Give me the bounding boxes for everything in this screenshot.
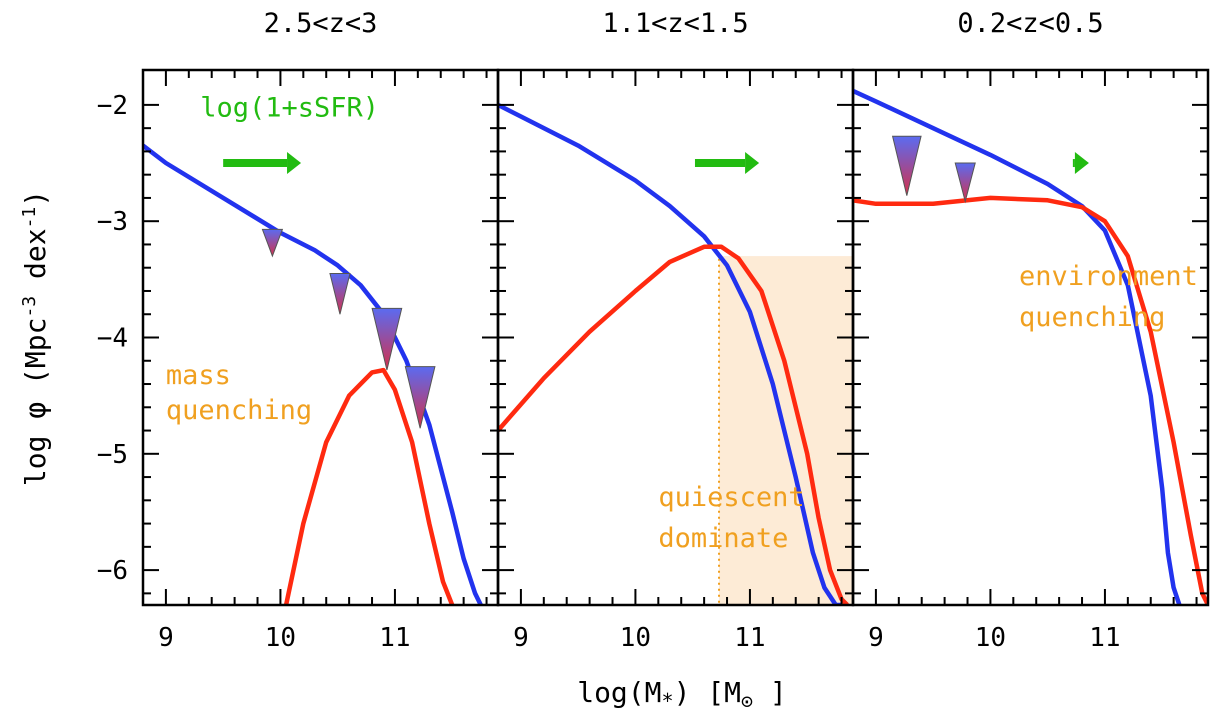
annotation-3: quenching — [166, 395, 312, 426]
x-label-part-4: ⊙ — [741, 689, 753, 713]
panel-frame — [141, 68, 500, 607]
panel-1: log(1+sSFR) mass quenching 9 10 11 2.5<z<3 −2 −3… — [97, 8, 500, 653]
series-line-quiescent — [283, 367, 455, 605]
x-tick-label: 10 — [265, 623, 296, 653]
y-label-part-3: dex — [19, 228, 52, 295]
panel-2: quiescent dominate 9 10 11 1.1<z<1.5 — [496, 8, 855, 653]
annotation-1: log(1+sSFR) — [200, 93, 379, 124]
x-tick-label: 10 — [620, 623, 651, 653]
series-line-total — [498, 102, 842, 605]
series-line-total — [143, 143, 483, 605]
y-label-part-1: log φ (Mpc — [19, 318, 52, 487]
x-tick-label: 11 — [734, 623, 765, 653]
x-tick-label: 10 — [975, 623, 1006, 653]
y-tick-label: −2 — [97, 91, 128, 121]
panel-title: 0.2<z<0.5 — [957, 8, 1103, 39]
x-tick-label: 11 — [1089, 623, 1120, 653]
x-tick-label: 9 — [513, 623, 529, 653]
y-axis-label: log φ (Mpc-3 dex-1) — [19, 190, 52, 486]
annotation-2: mass — [166, 360, 231, 391]
ssfr-shift-marker-1 — [891, 135, 922, 196]
panel-3: environment quenching 9 10 11 0.2<z<0.5 — [851, 8, 1210, 653]
x-label-part-2: * — [662, 689, 674, 713]
ssfr-shift-marker-1 — [261, 228, 284, 258]
ssfr-shift-marker-2 — [954, 162, 976, 204]
ssfr-shift-marker-3 — [371, 307, 403, 371]
series-line-quiescent — [853, 195, 1208, 605]
labels-layer: log φ (Mpc-3 dex-1) log(M*) [M⊙ ] — [19, 190, 787, 713]
series-line-total — [853, 88, 1182, 605]
panel-title: 1.1<z<1.5 — [602, 8, 748, 39]
series-line-quiescent — [498, 244, 849, 605]
panel-plot-area — [853, 88, 1208, 605]
ssfr-shift-marker-2 — [329, 273, 351, 315]
panel-plot-area — [498, 102, 853, 605]
x-tick-label: 9 — [868, 623, 884, 653]
ssfr-arrow-head — [1074, 152, 1089, 175]
x-label-part-1: log(M — [577, 676, 661, 709]
annotation-2: quenching — [1019, 302, 1165, 333]
y-tick-label: −3 — [97, 207, 128, 237]
x-axis-label: log(M*) [M⊙ ] — [577, 676, 787, 713]
ssfr-arrow-head — [287, 152, 302, 175]
x-tick-label: 9 — [158, 623, 174, 653]
x-tick-label: 11 — [379, 623, 410, 653]
panels-layer: log(1+sSFR) mass quenching 9 10 11 2.5<z<3 −2 −3… — [97, 8, 1210, 653]
y-tick-label: −4 — [97, 324, 128, 354]
y-tick-label: −5 — [97, 440, 128, 470]
panel-title: 2.5<z<3 — [264, 8, 378, 39]
x-label-part-5: ] — [753, 676, 787, 709]
y-label-part-2: -3 — [19, 296, 40, 318]
ssfr-shift-marker-4 — [404, 366, 436, 429]
y-label-part-5: ) — [19, 190, 52, 207]
panel-plot-area — [143, 143, 483, 605]
annotation-1: environment — [1019, 261, 1198, 292]
annotation-2: dominate — [658, 523, 788, 554]
annotation-1: quiescent — [658, 482, 804, 513]
x-label-part-3: ) [M — [674, 676, 741, 709]
y-label-part-4: -1 — [19, 207, 40, 229]
y-tick-label: −6 — [97, 556, 128, 586]
ssfr-arrow-head — [745, 152, 760, 175]
